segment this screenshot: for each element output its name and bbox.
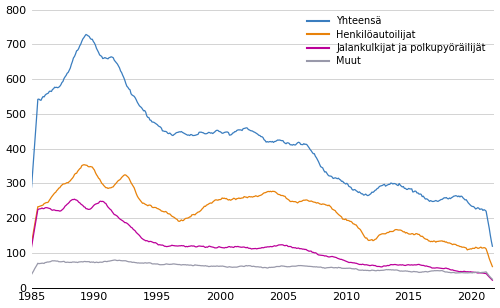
Yhteensä [461, 197, 467, 201]
Jalankulkijat ja polkupyöräilijät [360, 262, 366, 266]
Line: Henkilöautoilijat: Henkilöautoilijat [32, 165, 492, 267]
Jalankulkijat ja polkupyöräilijät [402, 264, 408, 267]
Line: Jalankulkijat ja polkupyöräilijät: Jalankulkijat ja polkupyöräilijät [32, 199, 492, 280]
Muut [490, 278, 496, 281]
Yhteensä [28, 185, 34, 189]
Jalankulkijat ja polkupyöräilijät [246, 246, 252, 250]
Henkilöautoilijat [461, 245, 467, 249]
Jalankulkijat ja polkupyöräilijät [490, 278, 496, 282]
Henkilöautoilijat [246, 195, 252, 199]
Yhteensä [83, 33, 89, 36]
Henkilöautoilijat [126, 176, 132, 180]
Henkilöautoilijat [490, 265, 496, 269]
Muut [28, 273, 34, 276]
Muut [438, 269, 444, 272]
Jalankulkijat ja polkupyöräilijät [438, 266, 444, 270]
Yhteensä [360, 192, 366, 196]
Muut [461, 271, 467, 275]
Yhteensä [246, 128, 252, 132]
Yhteensä [490, 245, 496, 248]
Line: Muut: Muut [32, 260, 492, 279]
Jalankulkijat ja polkupyöräilijät [72, 197, 78, 201]
Jalankulkijat ja polkupyöräilijät [461, 270, 467, 273]
Muut [112, 258, 118, 262]
Muut [246, 264, 252, 268]
Muut [402, 269, 408, 273]
Jalankulkijat ja polkupyöräilijät [126, 223, 132, 227]
Yhteensä [402, 187, 408, 190]
Line: Yhteensä: Yhteensä [32, 34, 492, 246]
Muut [126, 260, 132, 264]
Henkilöautoilijat [402, 231, 408, 235]
Jalankulkijat ja polkupyöräilijät [28, 245, 34, 249]
Muut [360, 268, 366, 272]
Yhteensä [438, 198, 444, 201]
Henkilöautoilijat [438, 239, 444, 243]
Henkilöautoilijat [28, 242, 34, 246]
Henkilöautoilijat [81, 163, 87, 167]
Henkilöautoilijat [360, 232, 366, 235]
Legend: Yhteensä, Henkilöautoilijat, Jalankulkijat ja polkupyöräilijät, Muut: Yhteensä, Henkilöautoilijat, Jalankulkij… [304, 12, 490, 70]
Yhteensä [126, 87, 132, 91]
